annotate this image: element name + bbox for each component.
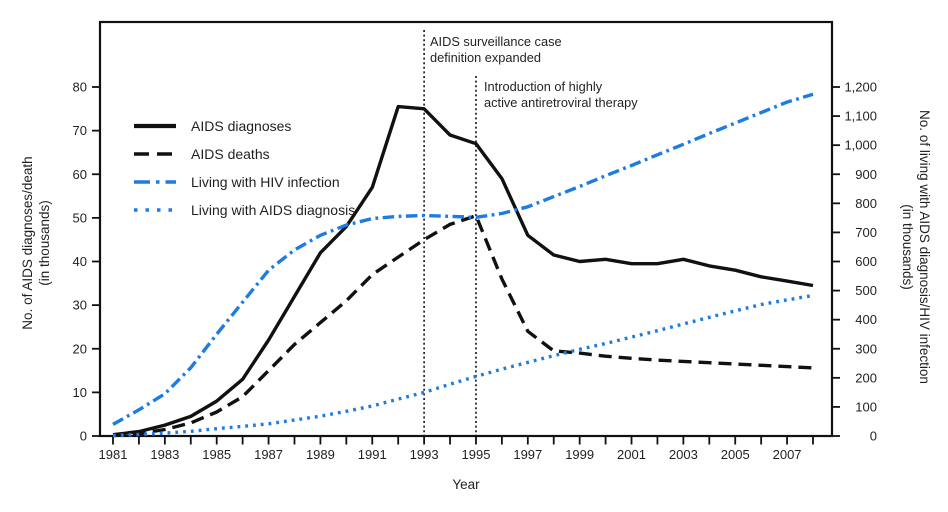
svg-text:1,200: 1,200 (844, 80, 877, 95)
svg-text:1983: 1983 (150, 447, 179, 462)
annotation-1993-definition-expanded: AIDS surveillance case definition expand… (430, 34, 562, 65)
svg-text:1,100: 1,100 (844, 109, 877, 124)
svg-text:900: 900 (855, 167, 877, 182)
legend-label: AIDS diagnoses (191, 118, 292, 134)
annotation-1995-haart: Introduction of highly active antiretrov… (484, 79, 638, 110)
svg-text:700: 700 (855, 225, 877, 240)
svg-text:0: 0 (870, 429, 877, 444)
legend-label: AIDS deaths (191, 146, 270, 162)
svg-text:0: 0 (80, 429, 87, 444)
svg-text:1991: 1991 (358, 447, 387, 462)
svg-text:2001: 2001 (617, 447, 646, 462)
dotted-line-swatch-icon (134, 208, 176, 212)
svg-text:1993: 1993 (410, 447, 439, 462)
dashdot-line-swatch-icon (134, 180, 176, 184)
svg-text:300: 300 (855, 341, 877, 356)
svg-text:40: 40 (73, 254, 87, 269)
annotation-line: Introduction of highly (484, 79, 603, 94)
svg-text:800: 800 (855, 196, 877, 211)
svg-text:2003: 2003 (669, 447, 698, 462)
legend-label: Living with HIV infection (191, 174, 340, 190)
svg-text:80: 80 (73, 80, 87, 95)
annotation-line: AIDS surveillance case (430, 34, 562, 49)
solid-line-swatch-icon (134, 123, 176, 129)
svg-text:100: 100 (855, 399, 877, 414)
left-axis-title: No. of AIDS diagnoses/death (in thousand… (20, 133, 56, 353)
legend: AIDS diagnoses AIDS deaths Living with H… (133, 112, 355, 224)
svg-text:400: 400 (855, 312, 877, 327)
svg-text:60: 60 (73, 167, 87, 182)
legend-item-living-with-hiv: Living with HIV infection (133, 168, 355, 196)
legend-label: Living with AIDS diagnosis (191, 202, 356, 218)
svg-text:1989: 1989 (306, 447, 335, 462)
svg-text:1997: 1997 (513, 447, 542, 462)
legend-item-aids-diagnoses: AIDS diagnoses (133, 112, 355, 140)
svg-text:1,000: 1,000 (844, 138, 877, 153)
svg-text:20: 20 (73, 341, 87, 356)
svg-text:30: 30 (73, 298, 87, 313)
svg-text:1985: 1985 (202, 447, 231, 462)
right-axis-title-line2: (in thousands) (900, 204, 916, 290)
annotation-line: active antiretroviral therapy (484, 94, 638, 110)
svg-text:2007: 2007 (773, 447, 802, 462)
svg-text:10: 10 (73, 385, 87, 400)
svg-text:1999: 1999 (565, 447, 594, 462)
svg-text:2005: 2005 (721, 447, 750, 462)
dashed-line-swatch-icon (134, 152, 176, 156)
left-axis-title-line2: (in thousands) (36, 200, 52, 286)
svg-text:200: 200 (855, 370, 877, 385)
svg-text:600: 600 (855, 254, 877, 269)
annotation-line: definition expanded (430, 49, 541, 65)
svg-text:1987: 1987 (254, 447, 283, 462)
right-axis-title: No. of living with AIDS diagnosis/HIV in… (896, 92, 932, 402)
x-axis-title: Year (452, 477, 480, 492)
svg-text:70: 70 (73, 123, 87, 138)
right-axis-title-line1: No. of living with AIDS diagnosis/HIV in… (917, 110, 932, 384)
legend-item-living-with-aids: Living with AIDS diagnosis (133, 196, 355, 224)
svg-text:50: 50 (73, 210, 87, 225)
left-axis-title-line1: No. of AIDS diagnoses/death (20, 156, 35, 330)
svg-text:1981: 1981 (99, 447, 128, 462)
svg-text:1995: 1995 (462, 447, 491, 462)
legend-item-aids-deaths: AIDS deaths (133, 140, 355, 168)
svg-text:500: 500 (855, 283, 877, 298)
